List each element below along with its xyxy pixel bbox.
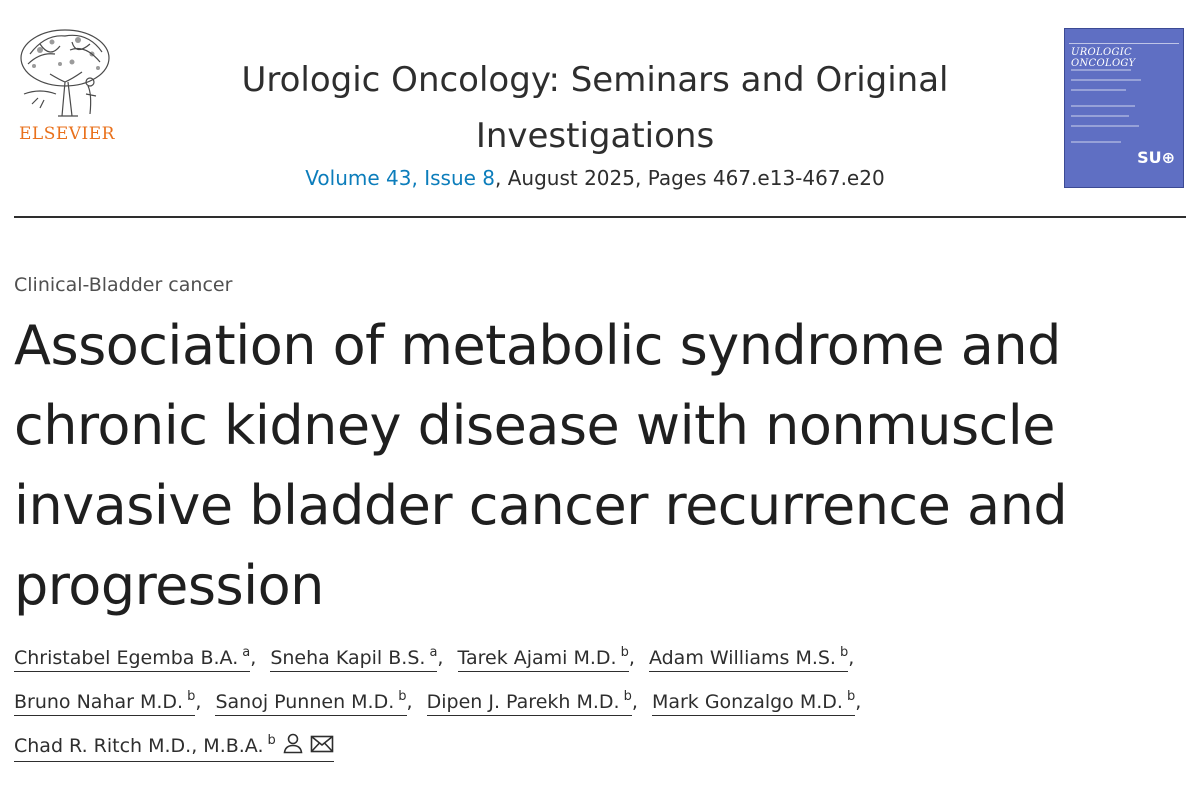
cover-text-line — [1071, 115, 1129, 117]
author-link[interactable]: Mark Gonzalgo M.D. b — [651, 684, 856, 716]
cover-text-line — [1071, 79, 1141, 81]
author-link-corresponding[interactable]: Chad R. Ritch M.D., M.B.A. b — [14, 728, 334, 762]
person-icon — [282, 732, 304, 761]
author-link[interactable]: Christabel Egemba B.A. a — [14, 640, 251, 672]
volume-issue-link[interactable]: Volume 43, Issue 8 — [305, 166, 496, 190]
elsevier-logo[interactable]: ELSEVIER — [10, 24, 120, 154]
author-list: Christabel Egemba B.A. a, Sneha Kapil B.S… — [14, 636, 1184, 768]
article-type: Clinical-Bladder cancer — [14, 274, 233, 296]
cover-text-line — [1071, 105, 1135, 107]
journal-title: Urologic Oncology: Seminars and Original… — [190, 52, 1000, 164]
cover-badge: SU⊕ — [1137, 148, 1175, 167]
author-name: Christabel Egemba B.A. — [14, 647, 239, 669]
cover-text-line — [1071, 125, 1139, 127]
cover-rule — [1069, 43, 1179, 44]
author-separator: , — [855, 691, 862, 713]
article-title: Association of metabolic syndrome and ch… — [14, 314, 1068, 617]
publisher-wordmark: ELSEVIER — [19, 124, 115, 144]
author-separator: , — [195, 691, 202, 713]
author-link[interactable]: Sanoj Punnen M.D. b — [215, 684, 407, 716]
cover-text-line — [1071, 89, 1126, 91]
affiliation-marker: b — [839, 645, 849, 660]
affiliation-marker: b — [187, 689, 196, 704]
author-separator: , — [406, 691, 413, 713]
affiliation-marker: b — [398, 689, 407, 704]
issue-details: , August 2025, Pages 467.e13-467.e20 — [495, 166, 885, 190]
author-name: Bruno Nahar M.D. — [14, 691, 184, 713]
author-name: Chad R. Ritch M.D., M.B.A. — [14, 735, 264, 757]
affiliation-marker: a — [242, 645, 251, 660]
author-name: Sneha Kapil B.S. — [270, 647, 426, 669]
cover-text-line — [1071, 141, 1121, 143]
author-link[interactable]: Bruno Nahar M.D. b — [14, 684, 196, 716]
affiliation-marker: b — [846, 689, 856, 704]
affiliation-marker: b — [267, 733, 276, 748]
author-name: Tarek Ajami M.D. — [457, 647, 617, 669]
issue-line: Volume 43, Issue 8, August 2025, Pages 4… — [190, 166, 1000, 190]
header-divider — [14, 216, 1186, 218]
author-name: Sanoj Punnen M.D. — [215, 691, 395, 713]
author-link[interactable]: Adam Williams M.S. b — [648, 640, 849, 672]
author-name: Dipen J. Parekh M.D. — [426, 691, 620, 713]
author-link[interactable]: Sneha Kapil B.S. a — [270, 640, 438, 672]
affiliation-marker: b — [620, 645, 629, 660]
cover-title: UROLOGIC ONCOLOGY — [1071, 47, 1136, 69]
cover-text-line — [1071, 69, 1131, 71]
author-separator: , — [250, 647, 257, 669]
author-separator: , — [848, 647, 855, 669]
author-link[interactable]: Dipen J. Parekh M.D. b — [426, 684, 632, 716]
author-name: Mark Gonzalgo M.D. — [651, 691, 843, 713]
author-separator: , — [631, 691, 638, 713]
affiliation-marker: b — [623, 689, 632, 704]
author-separator: , — [437, 647, 444, 669]
journal-cover-image[interactable]: UROLOGIC ONCOLOGY SU⊕ — [1064, 28, 1184, 188]
author-link[interactable]: Tarek Ajami M.D. b — [457, 640, 629, 672]
author-name: Adam Williams M.S. — [648, 647, 836, 669]
affiliation-marker: a — [429, 645, 438, 660]
tree-emblem-icon — [20, 29, 110, 117]
author-separator: , — [628, 647, 635, 669]
journal-title-link[interactable]: Urologic Oncology: Seminars and Original… — [241, 60, 949, 156]
envelope-icon — [310, 734, 334, 761]
